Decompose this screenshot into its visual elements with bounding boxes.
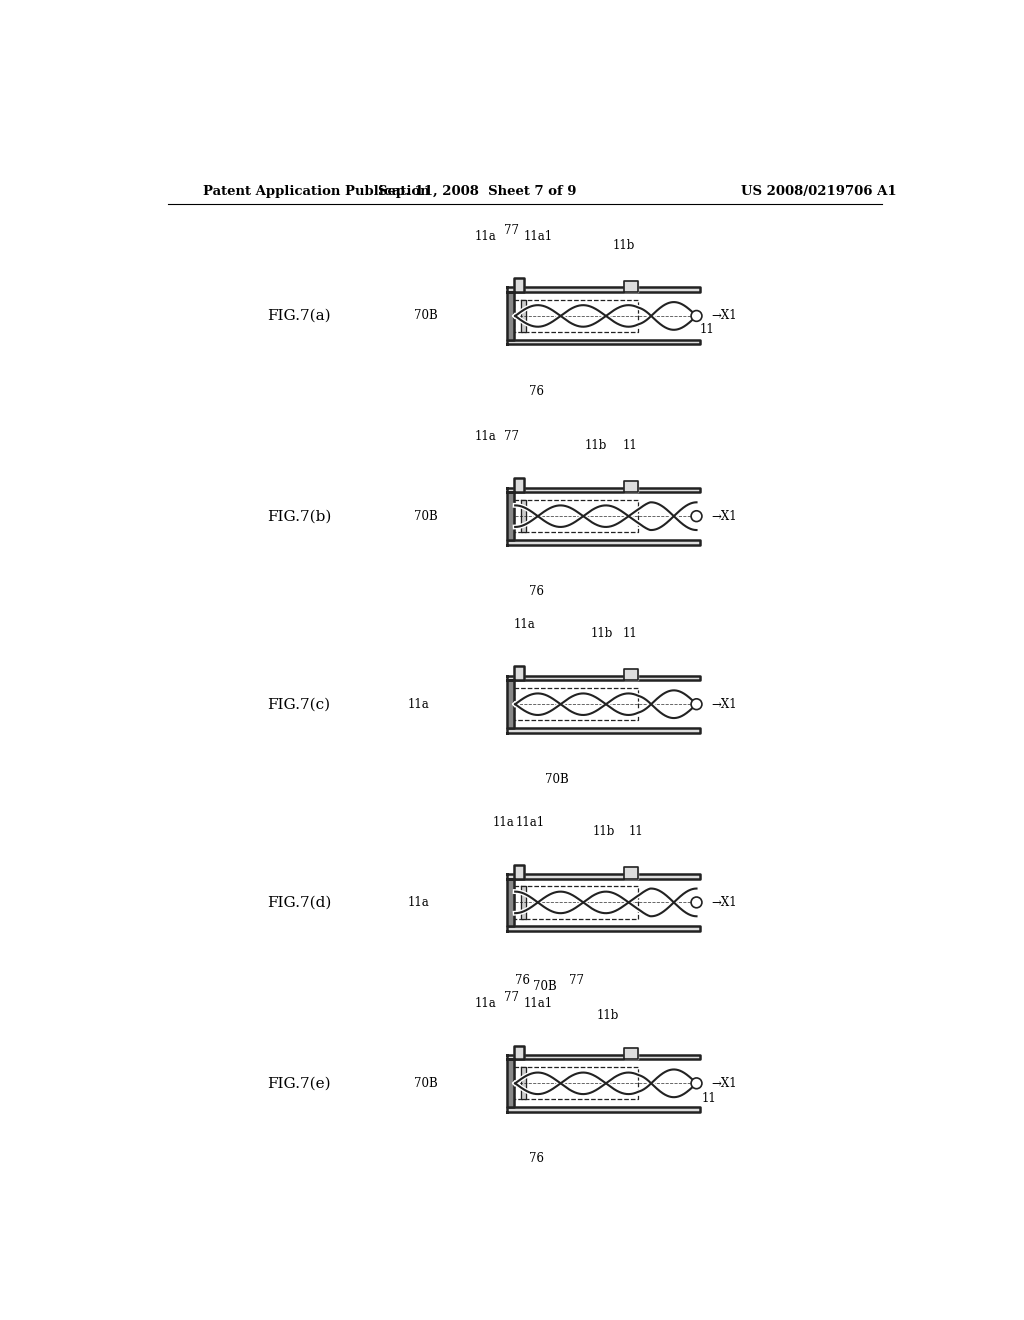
Polygon shape [507, 478, 523, 492]
Text: 77: 77 [504, 991, 519, 1005]
Polygon shape [507, 1055, 700, 1060]
Text: 11: 11 [623, 627, 638, 640]
Polygon shape [507, 874, 700, 879]
Polygon shape [507, 865, 523, 879]
Polygon shape [625, 1048, 638, 1060]
Polygon shape [507, 680, 514, 729]
Text: 70B: 70B [414, 309, 437, 322]
Text: 11b: 11b [597, 1010, 620, 1022]
Text: 77: 77 [569, 974, 584, 986]
Text: 11b: 11b [591, 627, 613, 640]
Text: 11a: 11a [408, 896, 430, 909]
Polygon shape [507, 667, 523, 680]
Polygon shape [507, 288, 700, 292]
Polygon shape [507, 292, 514, 339]
Text: 11a: 11a [493, 816, 514, 829]
Text: Patent Application Publication: Patent Application Publication [204, 185, 430, 198]
Text: →X1: →X1 [712, 698, 737, 710]
Polygon shape [520, 1067, 526, 1100]
Polygon shape [507, 492, 514, 540]
Text: FIG.7(c): FIG.7(c) [267, 697, 330, 711]
Text: Sep. 11, 2008  Sheet 7 of 9: Sep. 11, 2008 Sheet 7 of 9 [378, 185, 577, 198]
Polygon shape [625, 669, 638, 680]
Polygon shape [507, 339, 700, 345]
Text: FIG.7(e): FIG.7(e) [267, 1076, 331, 1090]
Text: 11a1: 11a1 [523, 997, 553, 1010]
Polygon shape [507, 487, 700, 492]
Polygon shape [507, 1060, 514, 1107]
Polygon shape [507, 676, 700, 680]
Text: 76: 76 [515, 974, 529, 986]
Text: →X1: →X1 [712, 510, 737, 523]
Polygon shape [507, 927, 700, 931]
Circle shape [691, 1078, 701, 1089]
Text: FIG.7(a): FIG.7(a) [267, 309, 331, 323]
Text: US 2008/0219706 A1: US 2008/0219706 A1 [740, 185, 896, 198]
Polygon shape [520, 500, 526, 532]
Polygon shape [507, 540, 700, 545]
Polygon shape [625, 281, 638, 292]
Polygon shape [507, 1045, 523, 1060]
Text: →X1: →X1 [712, 896, 737, 909]
Text: →X1: →X1 [712, 309, 737, 322]
Polygon shape [625, 867, 638, 879]
Text: 70B: 70B [545, 774, 568, 787]
Text: 11: 11 [699, 322, 714, 335]
Text: →X1: →X1 [712, 1077, 737, 1090]
Text: 76: 76 [529, 385, 544, 399]
Text: 11a1: 11a1 [516, 816, 545, 829]
Circle shape [691, 898, 701, 908]
Circle shape [691, 511, 701, 521]
Text: 70B: 70B [414, 510, 437, 523]
Text: 11a: 11a [474, 230, 496, 243]
Text: 77: 77 [504, 223, 519, 236]
Text: 76: 76 [529, 1152, 544, 1166]
Circle shape [691, 698, 701, 710]
Text: 11: 11 [629, 825, 643, 838]
Text: 76: 76 [529, 585, 544, 598]
Polygon shape [507, 879, 514, 927]
Text: FIG.7(b): FIG.7(b) [267, 510, 331, 523]
Text: 11: 11 [623, 440, 638, 453]
Polygon shape [507, 279, 523, 292]
Polygon shape [520, 300, 526, 333]
Text: 11a: 11a [408, 698, 430, 710]
Text: 70B: 70B [414, 1077, 437, 1090]
Text: FIG.7(d): FIG.7(d) [267, 895, 331, 909]
Text: 11b: 11b [612, 239, 635, 252]
Polygon shape [520, 886, 526, 919]
Text: 77: 77 [504, 430, 519, 444]
Text: 11a: 11a [474, 997, 496, 1010]
Text: 70B: 70B [532, 979, 556, 993]
Circle shape [691, 310, 701, 321]
Text: 11a: 11a [474, 430, 496, 444]
Text: 11: 11 [701, 1092, 717, 1105]
Text: 11a1: 11a1 [523, 230, 553, 243]
Text: 11a: 11a [514, 618, 536, 631]
Text: 11b: 11b [593, 825, 615, 838]
Polygon shape [507, 1107, 700, 1111]
Polygon shape [507, 729, 700, 733]
Polygon shape [625, 480, 638, 492]
Text: 11b: 11b [585, 440, 607, 453]
